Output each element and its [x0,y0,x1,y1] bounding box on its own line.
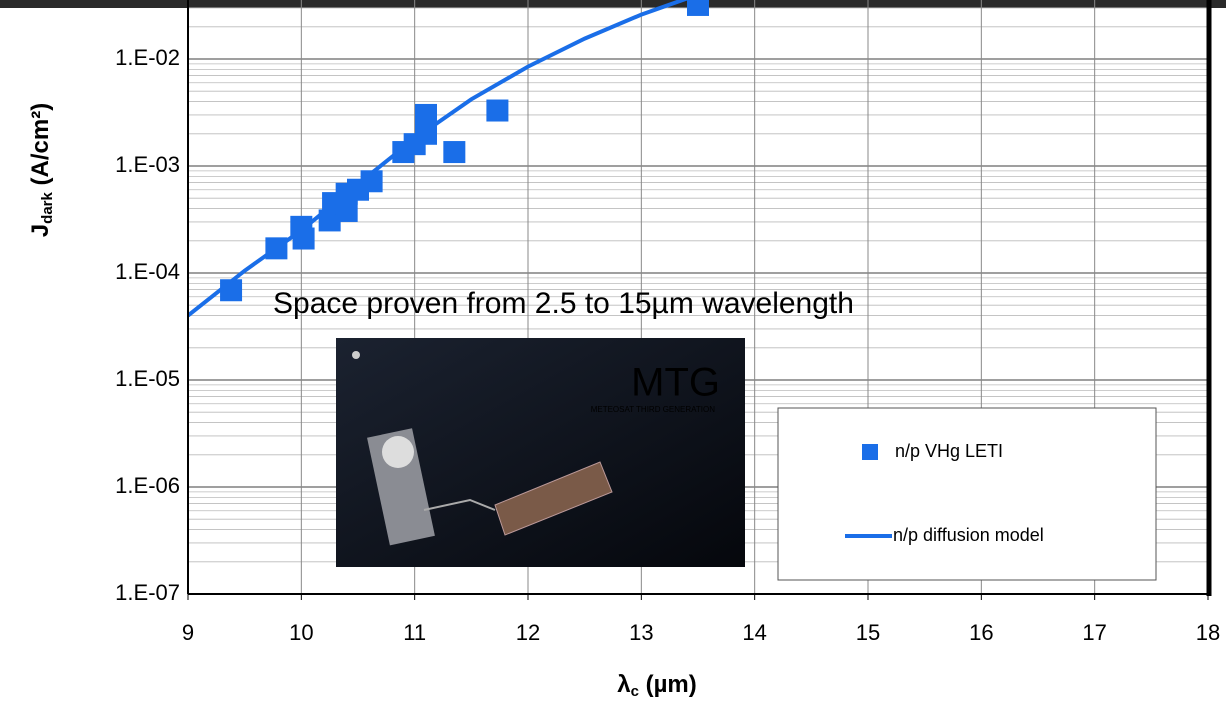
inset-logo [352,351,360,359]
x-tick-label: 12 [516,620,540,645]
x-tick-label: 18 [1196,620,1220,645]
data-point [335,199,358,222]
y-axis-label: Jdark (A/cm²) [27,103,56,237]
inset-subtitle: METEOSAT THIRD GENERATION [591,405,716,414]
inset-panel [494,461,613,536]
x-axis-label: λc (µm) [617,671,697,700]
x-tick-label: 17 [1082,620,1106,645]
data-point [318,209,341,232]
plot [188,0,709,318]
legend-label: n/p VHg LETI [895,441,1003,461]
y-label-main: J [27,224,54,237]
data-point [292,227,315,250]
x-tick-label: 15 [856,620,880,645]
x-tick-label: 16 [969,620,993,645]
legend-items: n/p VHg LETI n/p diffusion model [845,441,1044,545]
data-point [486,99,509,122]
legend-label: n/p diffusion model [893,525,1044,545]
y-tick-label: 1.E-07 [115,580,180,605]
inset-arm [423,498,496,511]
data-point [415,103,437,126]
x-tick-label: 14 [742,620,766,645]
y-tick-label: 1.E-03 [115,152,180,177]
legend-swatch [862,444,878,460]
top-strip [0,0,1226,8]
data-point [265,237,288,260]
legend: n/p VHg LETI n/p diffusion model [777,407,1157,581]
y-tick-label: 1.E-06 [115,473,180,498]
y-tick-label: 1.E-05 [115,366,180,391]
data-point [220,279,243,302]
inset-satellite-dish [382,436,414,468]
x-tick-label: 11 [403,620,426,645]
model-line [188,0,689,318]
y-label-sub: dark [39,191,56,223]
legend-box [777,407,1157,581]
data-point [360,170,383,193]
x-label-unit: (µm) [639,671,697,698]
y-tick-label: 1.E-04 [115,259,180,284]
data-point [415,122,437,145]
annotation: Space proven from 2.5 to 15µm wavelength [273,287,854,320]
x-label-main: λ [617,671,630,698]
data-point [443,141,466,164]
y-tick-label: 1.E-02 [115,45,180,70]
data-point [687,0,709,16]
inset-title: MTG [631,361,720,405]
x-tick-label: 10 [289,620,313,645]
x-label-sub: c [631,683,639,700]
x-tick-label: 13 [629,620,653,645]
y-label-unit: (A/cm²) [27,103,54,192]
x-tick-label: 9 [182,620,194,645]
inset-image: MTG METEOSAT THIRD GENERATION [336,338,745,567]
